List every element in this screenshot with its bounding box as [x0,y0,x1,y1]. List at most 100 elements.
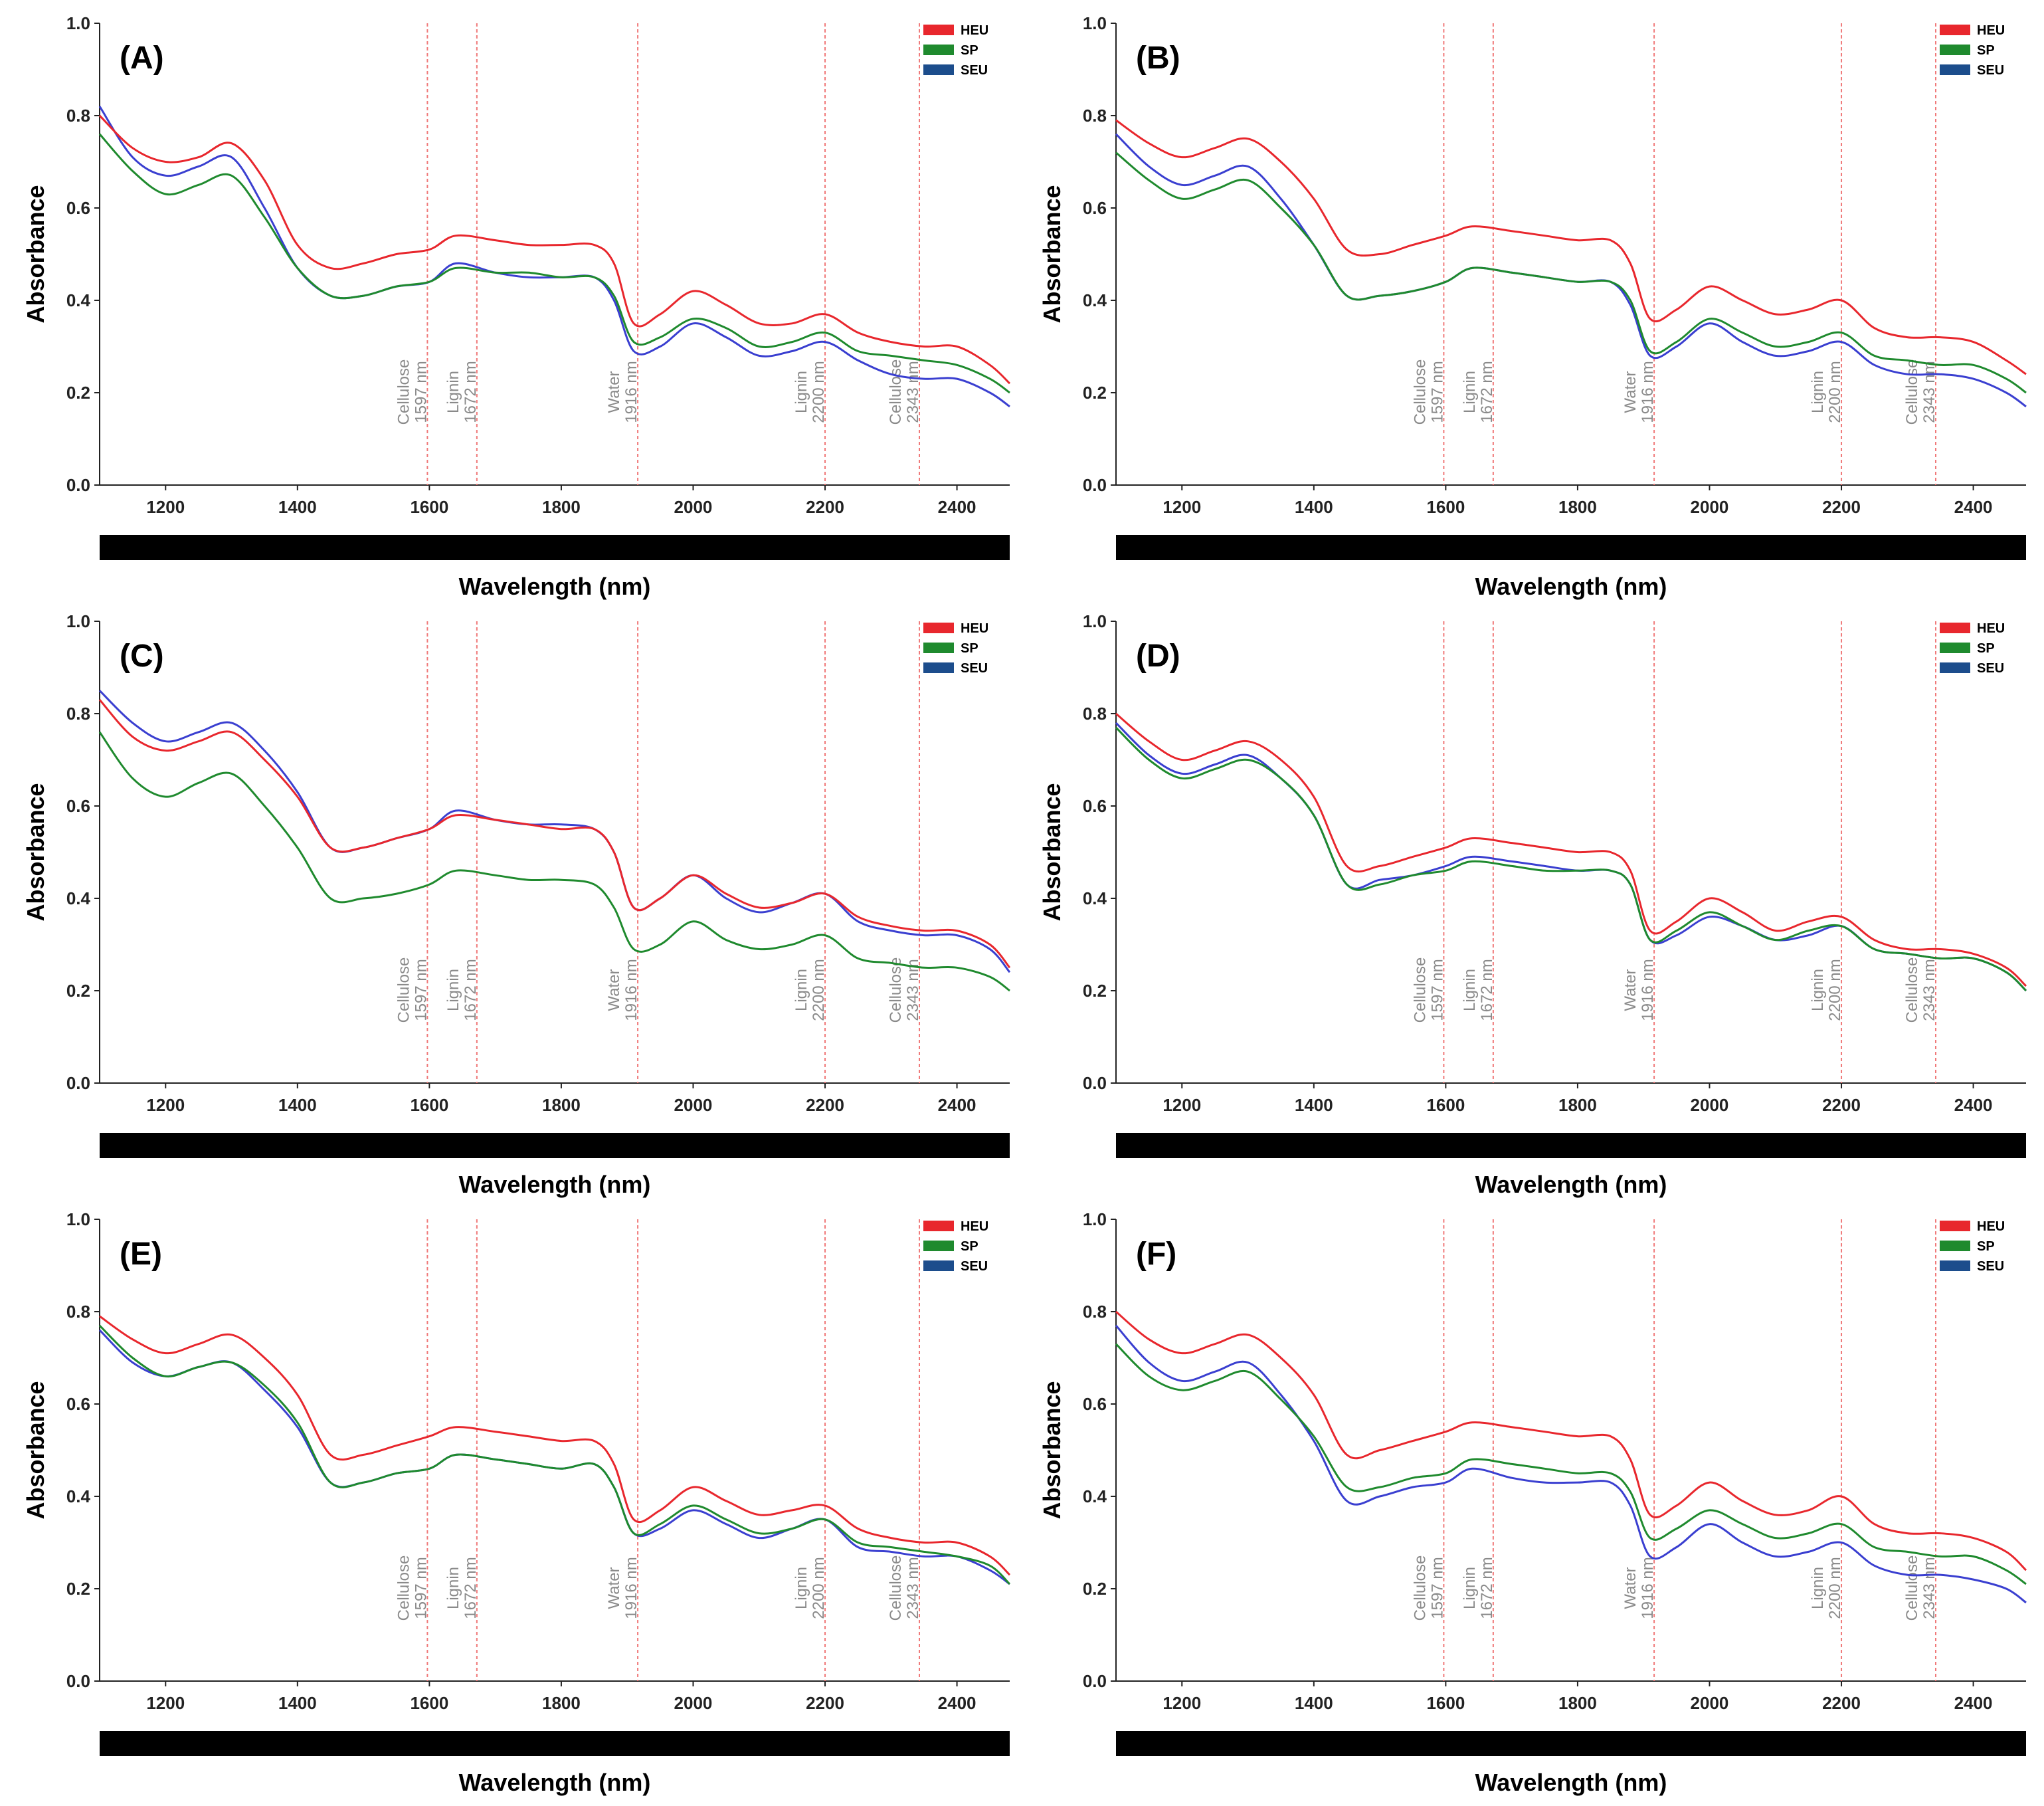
chart-panel-d: 0.0 0.2 0.4 0.6 0.8 1.0 1200 1400 1600 1800 2000 22… [1038,611,2027,1198]
band-label-wavelength: 2200 nm [810,361,828,423]
x-tick-label: 1200 [146,497,185,517]
x-tick-label: 2400 [1954,497,1993,517]
x-tick-label: 1600 [410,497,448,517]
x-tick-label: 1400 [1295,1693,1333,1713]
series-line-seu [1115,722,2027,992]
band-label-wavelength: 1672 nm [462,1557,480,1619]
y-tick-label: 0.2 [1083,383,1107,403]
x-tick-label: 1200 [1162,497,1201,517]
x-tick-label: 1400 [278,1095,317,1115]
x-tick-label: 2200 [806,497,844,517]
band-label-name: Lignin [792,969,810,1011]
band-label: Lignin 1672 nm [1461,959,1496,1021]
y-tick-label: 0.0 [66,1073,90,1093]
band-label-wavelength: 1597 nm [412,959,430,1021]
x-axis-label: Wavelength (nm) [1475,1171,1667,1198]
band-label: Lignin 1672 nm [444,959,480,1021]
x-tick-label: 1400 [1295,497,1333,517]
y-tick-label: 0.4 [1083,1486,1107,1506]
x-tick-label: 1200 [1162,1693,1201,1713]
series-line-sp [1115,151,2027,394]
band-label-wavelength: 2343 nm [904,361,922,423]
y-tick-label: 0.0 [66,1671,90,1691]
legend-label-heu: HEU [1977,23,2005,38]
band-label-wavelength: 2200 nm [1826,1557,1844,1619]
band-label: Lignin 1672 nm [1461,1557,1496,1619]
y-tick-label: 0.6 [66,1394,90,1414]
band-label-name: Water [605,371,623,413]
band-label-name: Cellulose [887,1555,905,1621]
x-axis-label: Wavelength (nm) [1475,573,1667,600]
y-tick-label: 0.6 [1083,796,1107,816]
band-label: Cellulose 1597 nm [1411,1555,1446,1621]
series-line-heu [1115,119,2027,375]
y-tick-label: 0.4 [1083,290,1107,310]
chart-panel-b: 0.0 0.2 0.4 0.6 0.8 1.0 1200 1400 1600 1800 2000 22… [1038,13,2027,600]
legend-label-sp: SP [961,43,978,58]
band-label-wavelength: 2200 nm [1826,959,1844,1021]
legend-swatch-heu [1940,623,1970,633]
legend-label-seu: SEU [1977,661,2004,676]
legend-swatch-heu [1940,25,1970,35]
band-label-name: Water [1622,969,1639,1011]
band-label-name: Lignin [444,371,462,413]
y-tick-label: 0.0 [1083,1073,1107,1093]
panel-label: (B) [1136,41,1180,76]
y-tick-label: 0.4 [66,888,91,908]
y-tick-label: 0.6 [1083,198,1107,218]
band-label-name: Lignin [1461,969,1479,1011]
band-label-name: Lignin [1809,969,1827,1011]
series-line-sp [98,133,1010,394]
band-label-name: Cellulose [1411,359,1429,425]
x-tick-label: 2200 [1822,497,1861,517]
series-line-seu [98,106,1010,408]
y-tick-label: 0.8 [66,704,90,724]
band-label: Lignin 2200 nm [792,361,828,423]
band-label: Cellulose 2343 nm [1903,957,1938,1023]
x-tick-label: 2000 [674,1095,713,1115]
band-label: Water 1916 nm [1622,1557,1657,1619]
x-tick-label: 1800 [1558,497,1597,517]
y-axis-label: Absorbance [22,783,49,921]
band-label: Cellulose 1597 nm [1411,957,1446,1023]
band-label-wavelength: 1672 nm [1478,361,1496,423]
band-label-wavelength: 1597 nm [1428,1557,1446,1619]
legend-label-heu: HEU [961,621,988,636]
band-label-wavelength: 1597 nm [1428,361,1446,423]
y-tick-label: 0.4 [66,290,91,310]
x-tick-label: 1600 [1426,1693,1465,1713]
panel-label: (E) [120,1237,162,1272]
legend-swatch-sp [1940,643,1970,653]
series-line-sp [98,731,1010,992]
x-tick-label: 1800 [542,1693,581,1713]
x-tick-label: 2000 [674,1693,713,1713]
y-axis-label: Absorbance [1038,783,1066,921]
band-label-name: Lignin [444,969,462,1011]
x-tick-label: 1400 [278,497,317,517]
y-tick-label: 0.2 [1083,981,1107,1001]
band-label-wavelength: 1672 nm [462,959,480,1021]
panel-label: (A) [120,41,164,76]
legend-label-sp: SP [1977,641,1995,656]
legend-swatch-heu [1940,1221,1970,1231]
x-axis-label: Wavelength (nm) [459,1171,651,1198]
legend-label-seu: SEU [961,1259,988,1274]
x-tick-label: 1600 [1426,1095,1465,1115]
y-tick-label: 0.8 [1083,1302,1107,1322]
band-label-name: Water [1622,1567,1639,1609]
legend-swatch-seu [1940,1260,1970,1271]
band-label-wavelength: 1916 nm [1639,1557,1657,1619]
legend-label-sp: SP [961,1239,978,1254]
band-label-name: Cellulose [395,1555,413,1621]
y-tick-label: 1.0 [1083,13,1107,33]
chart-panel-e: 0.0 0.2 0.4 0.6 0.8 1.0 1200 1400 1600 1800 2000 22… [22,1209,1011,1796]
x-tick-label: 2000 [1691,497,1729,517]
band-label-wavelength: 2343 nm [904,1557,922,1619]
x-axis-black-bar [1116,1731,2026,1756]
x-tick-label: 1800 [542,497,581,517]
x-tick-label: 2200 [1822,1095,1861,1115]
band-label-name: Lignin [1461,371,1479,413]
y-axis-label: Absorbance [1038,185,1066,323]
legend-swatch-seu [923,64,954,75]
y-tick-label: 0.2 [1083,1579,1107,1599]
